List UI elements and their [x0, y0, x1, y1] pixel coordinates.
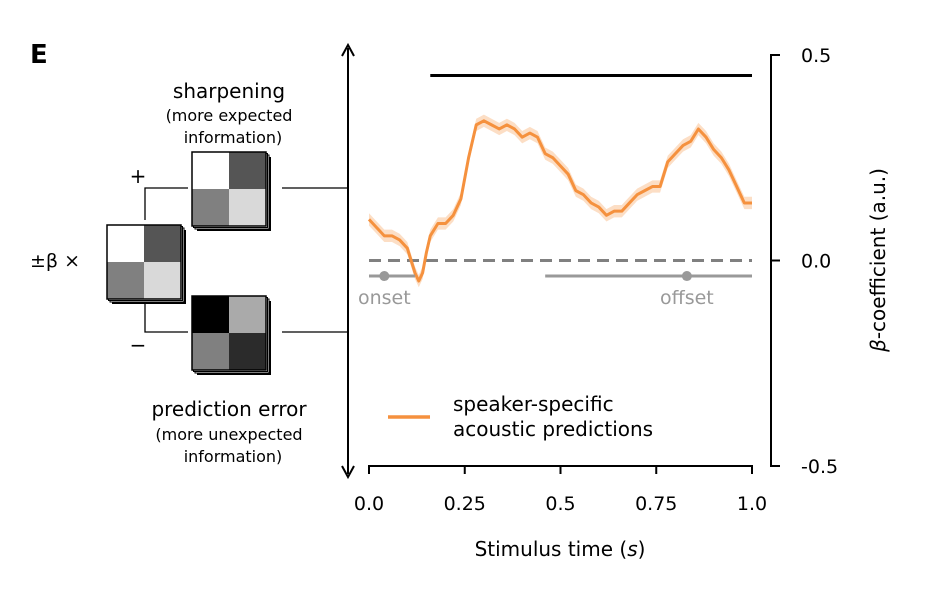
y-axis-label: β-coefficient (a.u.): [866, 168, 890, 353]
x-tick-label: 0.25: [444, 493, 486, 515]
y-tick-label: 0.0: [801, 251, 831, 273]
sharpening-matrix-border: [191, 151, 267, 227]
prediction-error-matrix-border: [191, 295, 267, 371]
x-axis-label: Stimulus time (s): [475, 537, 646, 561]
base-matrix-cell-2: [144, 225, 181, 262]
chart: onset offset 0.0 0.25 0.5 0.75 1.00.50.0-0.5 …: [354, 45, 890, 561]
x-tick-label: 0.5: [545, 493, 575, 515]
plus-sign: +: [130, 164, 147, 188]
schematic: sharpening (more expected information) ±…: [30, 79, 348, 466]
x-tick-label: 0.0: [354, 493, 384, 515]
base-matrix-cell-1: [107, 225, 144, 262]
y-tick-label: -0.5: [801, 456, 838, 478]
x-tick-label: 0.75: [635, 493, 677, 515]
sharpening-matrix: [191, 151, 271, 231]
expectation-double-arrow: [341, 42, 355, 480]
sharpening-subtitle-1: (more expected: [166, 106, 293, 125]
base-matrix-cell-4: [144, 262, 181, 299]
upper-connector: [144, 187, 188, 220]
sharpening-matrix-cell-4: [229, 189, 266, 226]
offset-label: offset: [660, 287, 714, 309]
sharpening-title: sharpening: [173, 79, 285, 103]
panel-label: E: [30, 40, 48, 70]
legend-label: speaker-specific acoustic predictions: [453, 392, 653, 441]
sharpening-matrix-cell-1: [192, 152, 229, 189]
prediction-error-matrix-cell-4: [229, 333, 266, 370]
lower-connector: [144, 304, 188, 333]
beta-label: ±β ×: [30, 250, 80, 272]
x-tick-label: 1.0: [737, 493, 767, 515]
prediction-error-matrix: [191, 295, 271, 375]
base-matrix-cell-3: [107, 262, 144, 299]
prediction-error-matrix-cell-1: [192, 296, 229, 333]
onset-marker: [379, 271, 390, 282]
sharpening-matrix-cell-3: [192, 189, 229, 226]
base-matrix-border: [106, 224, 182, 300]
prediction-error-subtitle-2: information): [184, 447, 283, 466]
legend: speaker-specific acoustic predictions: [388, 392, 653, 441]
prediction-error-subtitle-1: (more unexpected: [155, 425, 302, 444]
onset-label: onset: [358, 287, 411, 309]
sharpening-subtitle-2: information): [184, 128, 283, 147]
minus-sign: −: [130, 333, 147, 357]
series-line: [367, 119, 752, 283]
prediction-error-matrix-cell-3: [192, 333, 229, 370]
prediction-error-title: prediction error: [151, 397, 307, 421]
prediction-error-matrix-cell-2: [229, 296, 266, 333]
annotation-layer: onset offset: [358, 271, 752, 309]
sharpening-matrix-cell-2: [229, 152, 266, 189]
y-tick-label: 0.5: [801, 45, 831, 67]
axes-layer: 0.0 0.25 0.5 0.75 1.0 0.5 0.0 -0.5: [354, 45, 838, 515]
series-line-layer: [367, 119, 752, 283]
offset-marker: [681, 271, 692, 282]
base-matrix: [106, 224, 186, 304]
